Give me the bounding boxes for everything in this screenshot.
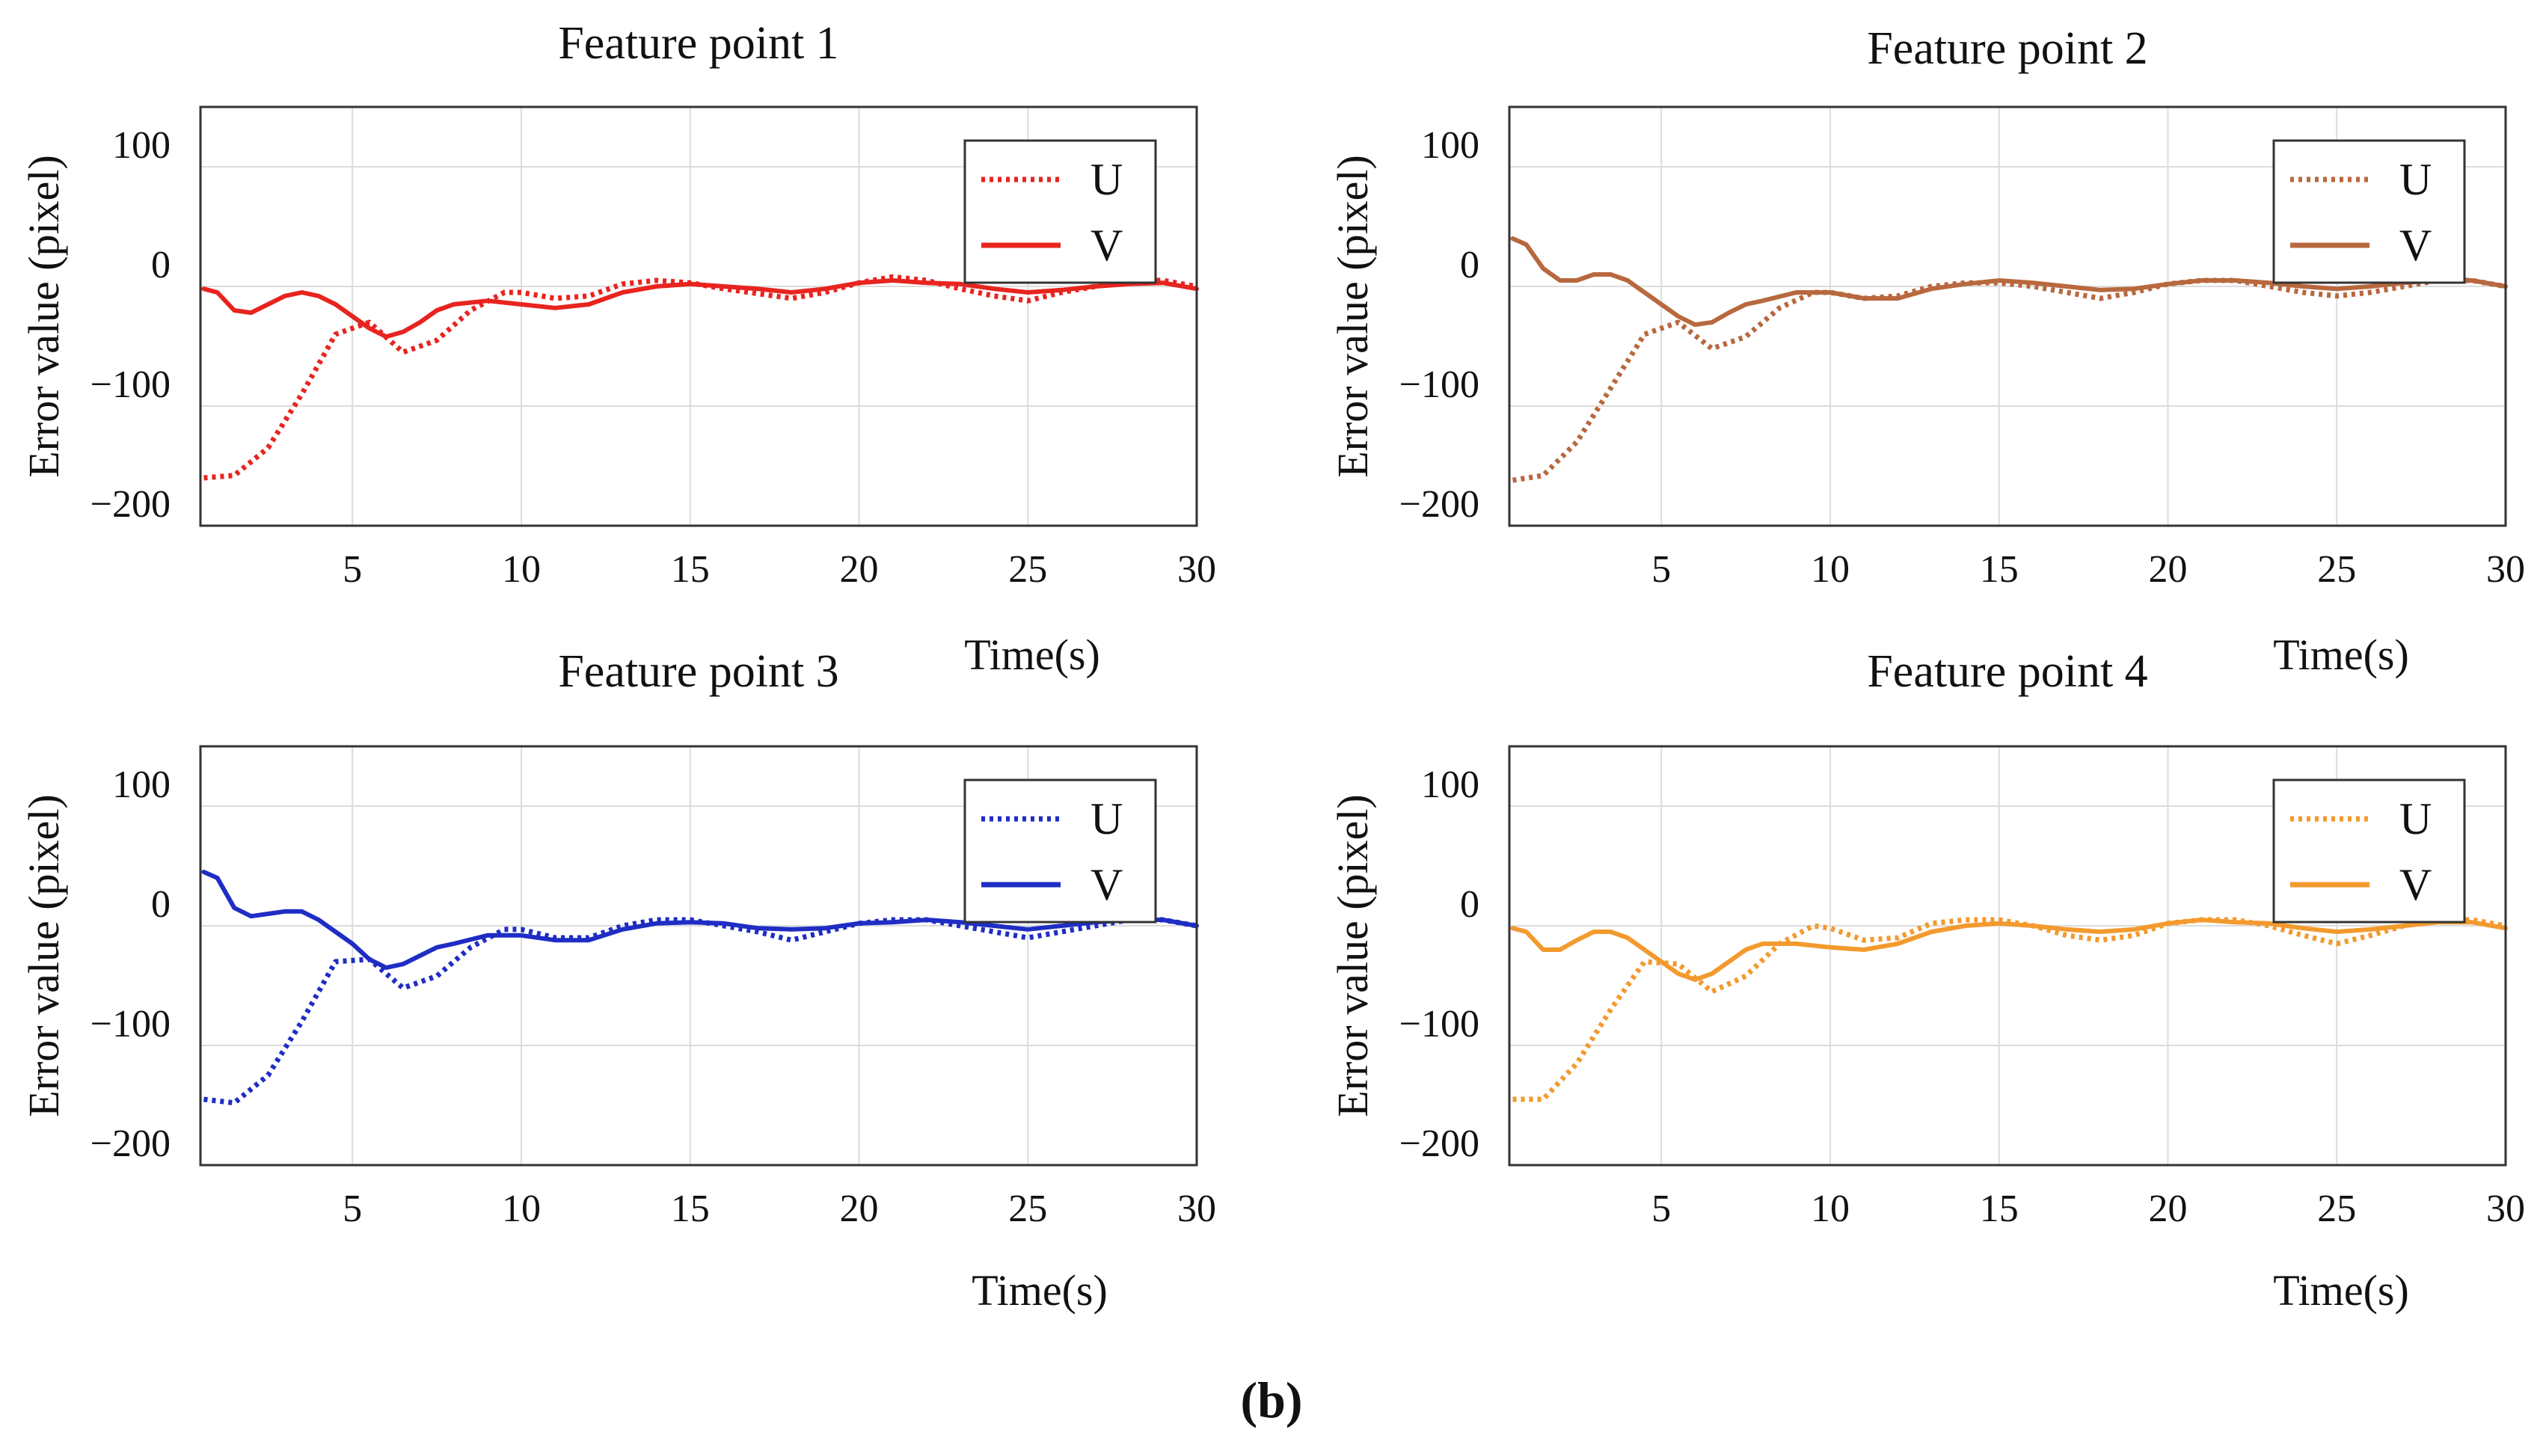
series-line-u [1512, 917, 2506, 1102]
y-tick-label: 100 [112, 124, 171, 167]
figure-caption: (b) [1240, 1371, 1302, 1428]
y-tick-label: 100 [1421, 124, 1479, 167]
y-tick-label: −100 [91, 1003, 171, 1045]
y-tick-label: −200 [91, 483, 171, 526]
y-tick-label: 0 [1460, 883, 1479, 926]
x-tick-label: 10 [502, 548, 541, 591]
series-line-v [1510, 236, 2508, 328]
legend-box [2272, 778, 2466, 924]
legend-label-u: U [1090, 155, 1123, 204]
x-tick-label: 10 [1811, 548, 1850, 591]
chart-title: Feature point 1 [558, 18, 838, 69]
y-tick-label: 0 [151, 244, 171, 286]
legend: UV [2272, 139, 2466, 284]
legend-label-u: U [1090, 794, 1123, 844]
x-tick-label: 20 [839, 1188, 878, 1230]
y-axis-label: Error value (pixel) [1328, 794, 1377, 1117]
y-tick-label: −100 [1399, 363, 1479, 406]
series-line-v [201, 278, 1199, 340]
y-tick-label: −200 [91, 1122, 171, 1165]
y-axis-label: Error value (pixel) [19, 794, 68, 1117]
x-tick-label: 5 [343, 548, 362, 591]
chart-title: Feature point 3 [558, 646, 838, 697]
legend-label-u: U [2399, 794, 2432, 844]
x-axis-label: Time(s) [972, 1266, 1108, 1315]
x-tick-label: 15 [1980, 1188, 2019, 1230]
x-tick-label: 25 [1008, 1188, 1047, 1230]
y-tick-label: 100 [112, 764, 171, 806]
legend-label-v: V [1090, 860, 1123, 909]
y-tick-label: 100 [1421, 764, 1479, 806]
chart-title: Feature point 2 [1867, 23, 2147, 74]
x-tick-label: 20 [839, 548, 878, 591]
chart-panel-1: 5 10 15 20 25 30 100 0 −100 −200 Feature point 1 Er… [19, 18, 1216, 679]
x-tick-label: 10 [1811, 1188, 1850, 1230]
y-tick-label: −200 [1399, 483, 1479, 526]
legend-box [963, 778, 1157, 924]
legend-label-v: V [2399, 860, 2432, 909]
chart-panel-4: 5 10 15 20 25 30 100 0 −100 −200 Feature point 4 Er… [1328, 646, 2525, 1315]
legend-label-v: V [1090, 221, 1123, 270]
legend: UV [2272, 778, 2466, 924]
y-axis-label: Error value (pixel) [1328, 155, 1377, 478]
x-tick-label: 30 [1177, 1188, 1216, 1230]
y-tick-label: 0 [1460, 244, 1479, 286]
x-tick-label: 30 [2486, 1188, 2525, 1230]
axes-frame [199, 105, 1198, 527]
series-line-v [1510, 918, 2508, 982]
legend-label-v: V [2399, 221, 2432, 270]
x-axis-label: Time(s) [2273, 1266, 2409, 1315]
x-tick-label: 25 [2317, 1188, 2356, 1230]
legend: UV [963, 139, 1157, 284]
y-tick-label: 0 [151, 883, 171, 926]
x-tick-label: 20 [2148, 1188, 2187, 1230]
legend: UV [963, 778, 1157, 924]
x-tick-label: 30 [1177, 548, 1216, 591]
x-tick-label: 10 [502, 1188, 541, 1230]
x-tick-label: 15 [1980, 548, 2019, 591]
x-axis-label: Time(s) [964, 630, 1100, 679]
x-tick-label: 30 [2486, 548, 2525, 591]
chart-panel-2: 5 10 15 20 25 30 100 0 −100 −200 Feature point 2 Er… [1328, 23, 2525, 679]
legend-box [2272, 139, 2466, 284]
x-tick-label: 25 [1008, 548, 1047, 591]
series-line-u [1512, 277, 2506, 483]
legend-label-u: U [2399, 155, 2432, 204]
legend-box [963, 139, 1157, 284]
y-tick-label: −100 [1399, 1003, 1479, 1045]
x-tick-label: 5 [343, 1188, 362, 1230]
x-tick-label: 25 [2317, 548, 2356, 591]
x-tick-label: 5 [1651, 548, 1671, 591]
chart-panel-3: 5 10 15 20 25 30 100 0 −100 −200 Feature point 3 Er… [19, 646, 1216, 1315]
x-tick-label: 15 [671, 1188, 710, 1230]
x-tick-label: 15 [671, 548, 710, 591]
y-axis-label: Error value (pixel) [19, 155, 68, 478]
y-tick-label: −100 [91, 363, 171, 406]
axes-frame [1508, 105, 2507, 527]
axes-frame [199, 745, 1198, 1167]
x-axis-label: Time(s) [2273, 630, 2409, 679]
series-line-v [201, 870, 1199, 970]
x-tick-label: 5 [1651, 1188, 1671, 1230]
chart-title: Feature point 4 [1867, 646, 2147, 697]
x-tick-label: 20 [2148, 548, 2187, 591]
y-tick-label: −200 [1399, 1122, 1479, 1165]
axes-frame [1508, 745, 2507, 1167]
